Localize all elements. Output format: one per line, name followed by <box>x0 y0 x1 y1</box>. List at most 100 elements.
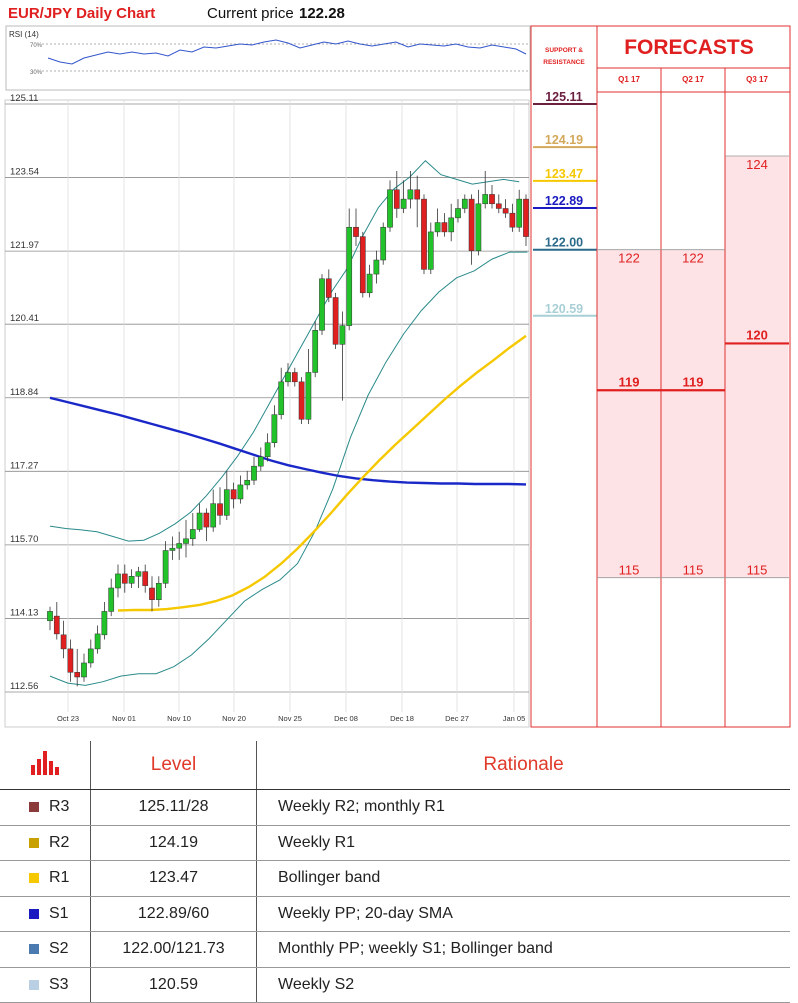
candle-body <box>468 198 475 251</box>
level-name: R3 <box>49 798 70 816</box>
bollinger-upper-line <box>49 160 520 542</box>
candle-body <box>434 222 441 233</box>
candle-body <box>237 484 244 500</box>
rsi-line <box>47 39 527 65</box>
levels-table-body: R3 125.11/28 Weekly R2; monthly R1 R2 124.19… <box>0 789 790 1003</box>
sma-200-line <box>49 396 527 486</box>
candle-body <box>217 503 223 516</box>
candle-body <box>482 194 489 205</box>
sr-title-2: RESISTANCE <box>543 59 585 66</box>
price-label: Current price <box>207 5 294 22</box>
sr-level-label: 125.11 <box>545 90 583 104</box>
x-tick-label: Nov 01 <box>112 714 136 723</box>
candle-body <box>128 576 135 584</box>
forecast-mid-label: 119 <box>683 374 704 389</box>
level-rationale: Weekly PP; 20-day SMA <box>256 896 790 932</box>
forecast-columns: 122 119 115 122 119 115 124 120 115 <box>597 155 789 579</box>
candle-body <box>264 442 271 458</box>
level-color-swatch <box>29 837 39 848</box>
x-tick-label: Nov 20 <box>222 714 246 723</box>
level-name-cell: R1 <box>0 860 91 897</box>
candle-body <box>448 217 455 233</box>
x-tick-label: Nov 25 <box>278 714 302 723</box>
candle-body <box>94 633 101 650</box>
forecast-range <box>725 156 789 578</box>
candle-body <box>74 672 81 678</box>
candle-body <box>183 538 189 544</box>
candle-body <box>489 194 495 205</box>
forecast-low-label: 115 <box>683 563 704 578</box>
level-name-cell: R3 <box>0 789 91 826</box>
candle-body <box>407 189 414 200</box>
candle-body <box>196 512 203 530</box>
candle-body <box>427 231 434 270</box>
candles <box>47 170 529 687</box>
candle-body <box>271 414 278 443</box>
candle-body <box>332 297 339 345</box>
forecast-mid-label: 119 <box>619 374 640 389</box>
level-rationale: Weekly R1 <box>256 825 790 861</box>
candle-body <box>353 226 359 237</box>
level-value: 120.59 <box>90 967 257 1003</box>
bar-chart-icon <box>0 741 91 790</box>
level-name: S1 <box>49 904 69 922</box>
level-name: S3 <box>49 975 69 993</box>
x-tick-label: Dec 27 <box>445 714 469 723</box>
level-color-swatch <box>29 802 39 813</box>
y-tick-label: 121.97 <box>10 240 39 251</box>
y-tick-label: 123.54 <box>10 167 39 178</box>
level-name: R2 <box>49 833 70 851</box>
level-color-swatch <box>29 979 39 990</box>
level-value: 123.47 <box>90 860 257 897</box>
x-tick-label: Dec 18 <box>390 714 414 723</box>
level-name-cell: S3 <box>0 967 91 1003</box>
candle-body <box>298 381 305 420</box>
forecast-range <box>597 249 661 578</box>
candle-body <box>251 465 257 481</box>
candle-body <box>162 550 169 584</box>
candle-body <box>509 212 516 228</box>
candle-body <box>210 503 217 528</box>
candle-body <box>244 479 251 486</box>
y-tick-label: 118.84 <box>10 387 38 398</box>
forecast-high-label: 122 <box>618 251 640 266</box>
y-axis: 125.11 123.54 121.97 120.41 118.84 117.27 115.… <box>10 93 39 692</box>
level-rationale: Bollinger band <box>256 860 790 897</box>
candle-body <box>502 208 509 214</box>
level-name-cell: R2 <box>0 825 91 861</box>
level-name: S2 <box>49 940 69 958</box>
candle-body <box>87 648 94 664</box>
candle-body <box>230 489 237 500</box>
sr-panel <box>530 25 598 728</box>
candle-body <box>223 489 230 516</box>
candle-body <box>285 372 291 383</box>
forecast-high-label: 122 <box>682 251 704 266</box>
bollinger-bands <box>49 160 528 686</box>
candle-body <box>516 198 523 228</box>
levels-table: Level Rationale R3 125.11/28 Weekly R2; mo… <box>0 741 790 1003</box>
candle-body <box>203 512 210 528</box>
candle-body <box>81 662 87 678</box>
sr-title-1: SUPPORT & <box>545 47 583 54</box>
x-tick-label: Nov 10 <box>167 714 191 723</box>
forecasts-title: FORECASTS <box>624 36 754 59</box>
candle-body <box>189 529 196 540</box>
level-name: R1 <box>49 869 70 887</box>
level-header: Level <box>90 741 257 790</box>
candle-body <box>441 222 448 233</box>
forecast-quarter-3: Q3 17 <box>746 75 768 84</box>
rsi-level-low: 30% <box>30 70 43 76</box>
bollinger-lower-line <box>49 251 528 686</box>
candle-body <box>149 587 155 600</box>
level-color-swatch <box>29 908 39 919</box>
candle-body <box>257 456 264 467</box>
candle-body <box>421 198 427 270</box>
candle-body <box>325 278 332 298</box>
candle-body <box>393 189 400 209</box>
table-header-row: Level Rationale <box>0 741 790 790</box>
candle-body <box>495 203 502 209</box>
sr-level-label: 122.00 <box>545 236 583 250</box>
price-value: 122.28 <box>299 5 345 22</box>
table-row: S1 122.89/60 Weekly PP; 20-day SMA <box>0 896 790 932</box>
eurjpy-chart: EUR/JPY Daily Chart Current price 122.28… <box>4 5 791 728</box>
